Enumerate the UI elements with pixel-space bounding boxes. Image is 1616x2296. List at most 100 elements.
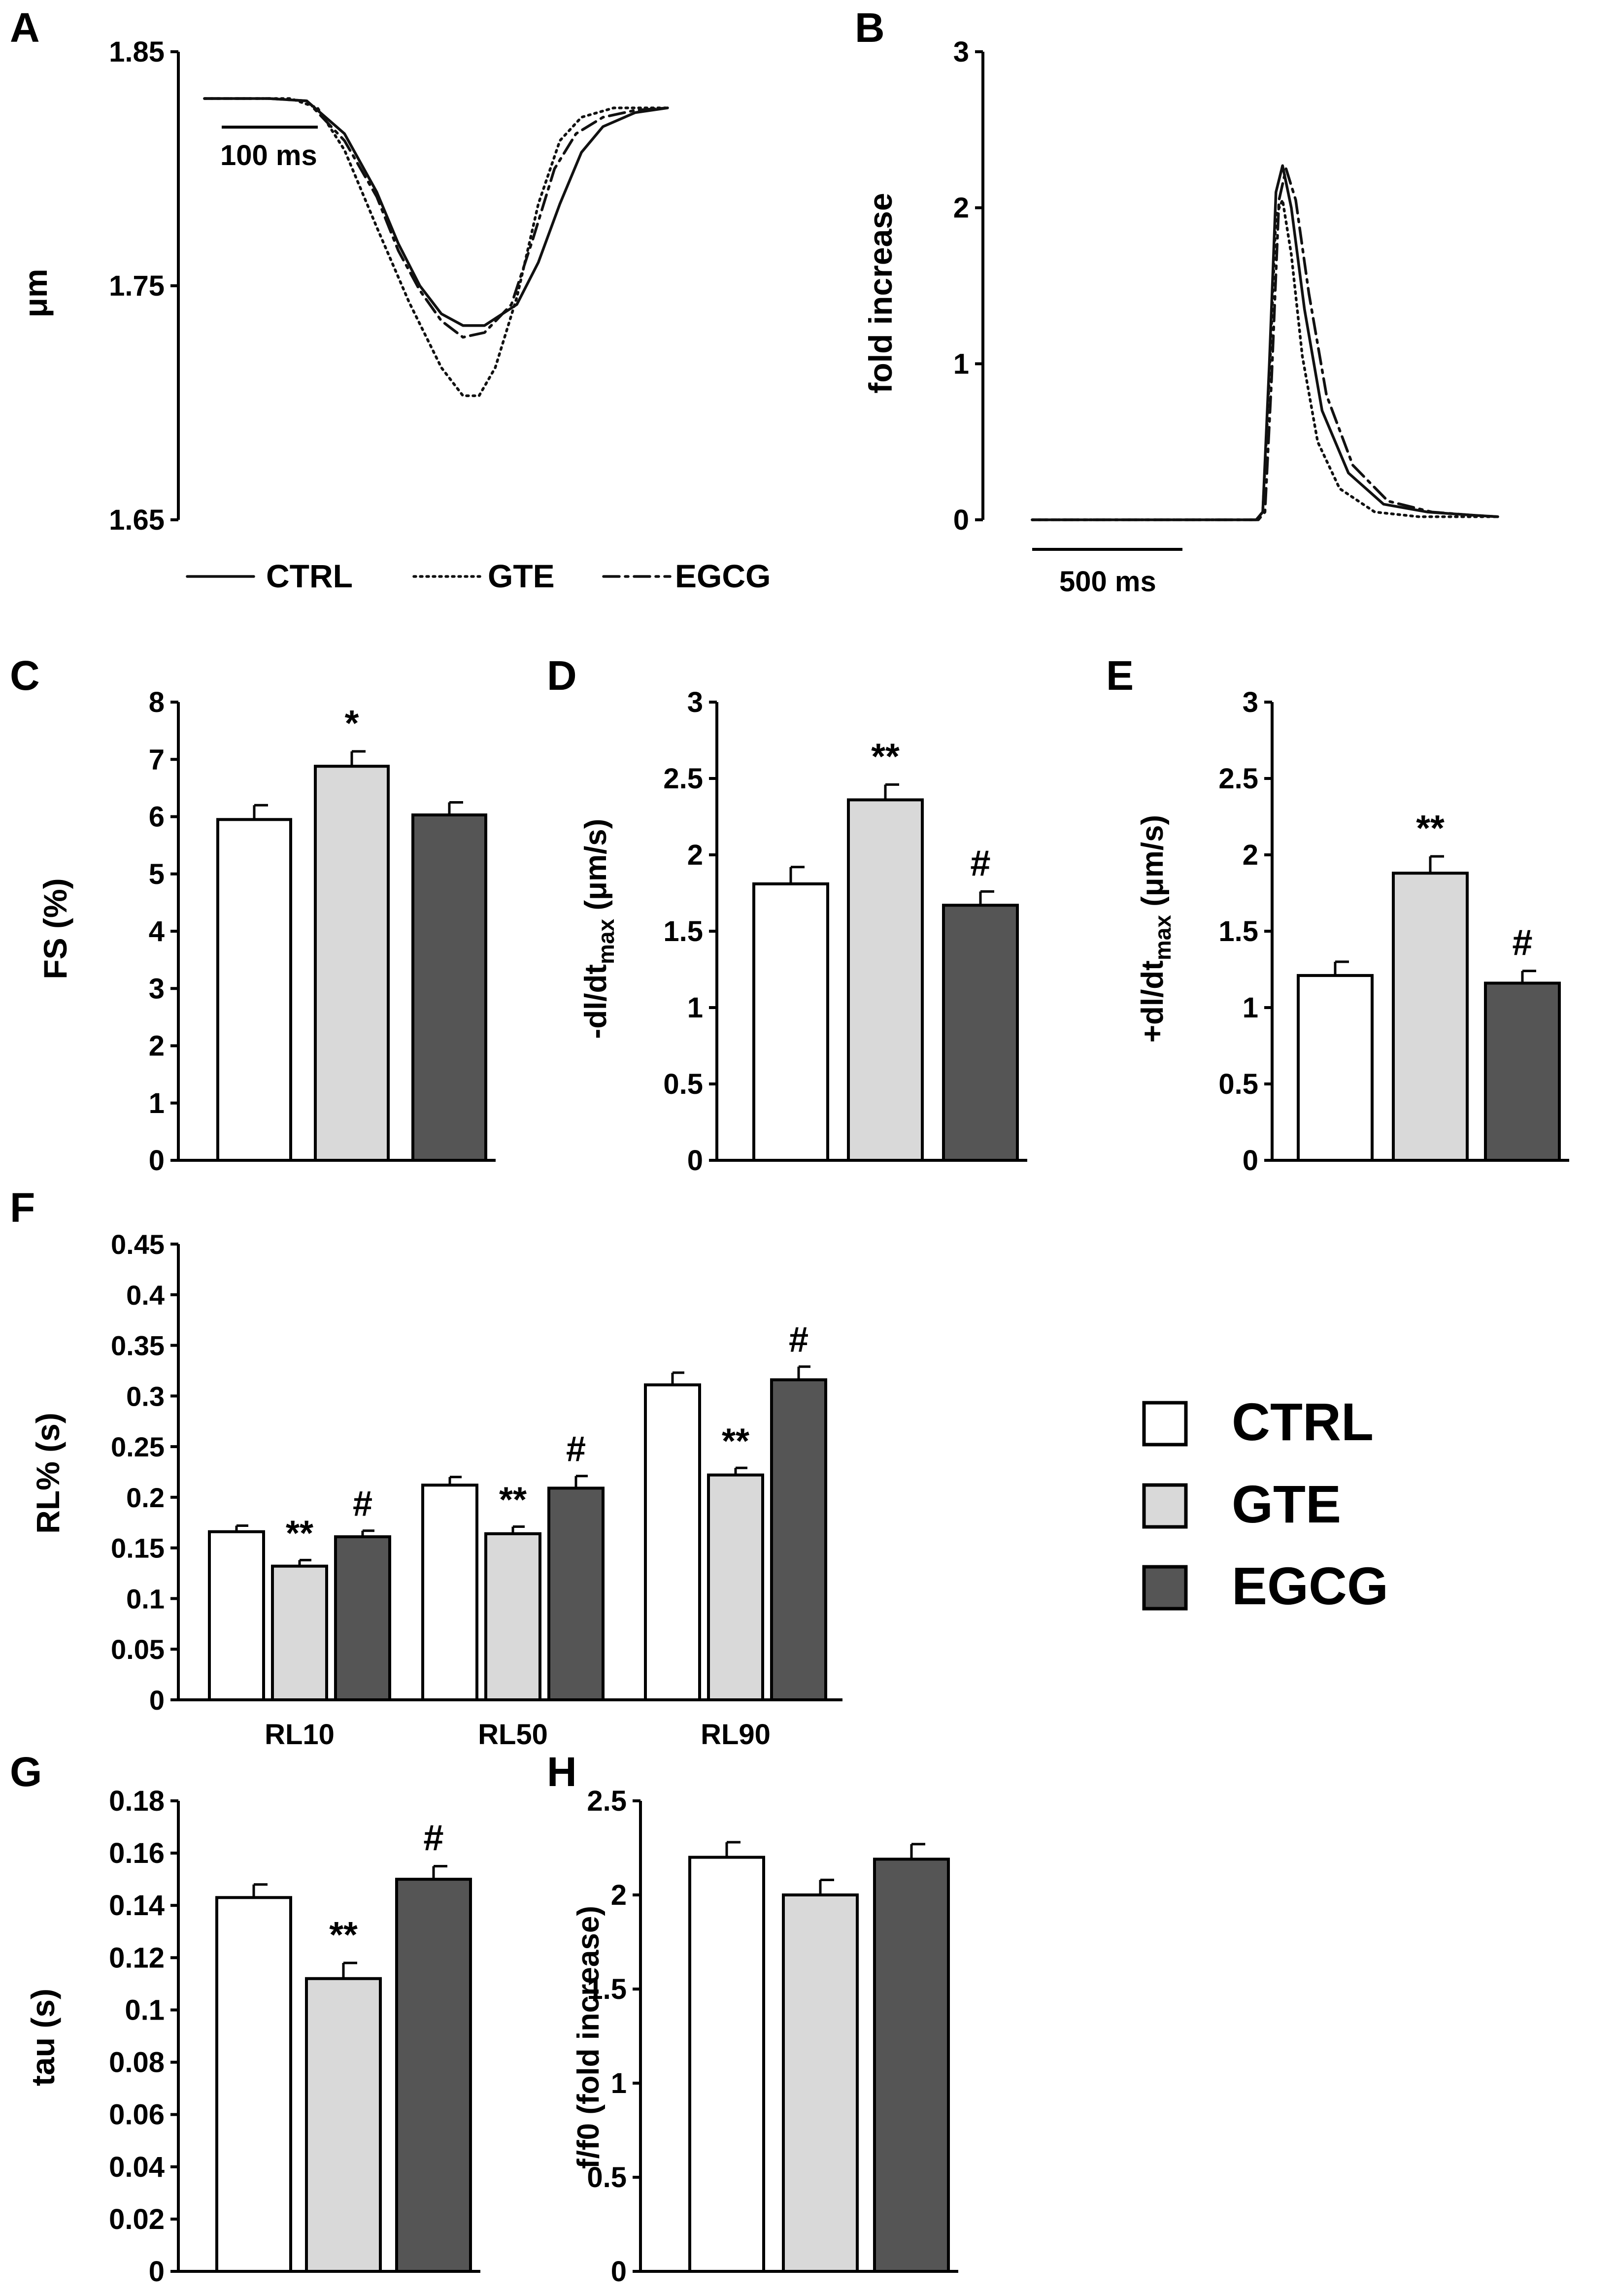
panel-d: D 0 0.5 1 1.5 2 2.5 3 -dl/dtmax (μm/s) ** # — [547, 652, 1027, 1177]
y-tick-label: 1 — [953, 348, 969, 380]
bar-gte — [1392, 872, 1469, 1162]
y-tick-label: 0.1 — [125, 1994, 165, 2026]
legend-label-ctrl: CTRL — [266, 558, 353, 594]
y-tick-label: 0.15 — [111, 1533, 165, 1564]
bar-rl50-egcg — [547, 1486, 605, 1702]
y-axis-label: -dl/dtmax (μm/s) — [579, 819, 619, 1039]
y-tick-label: 3 — [953, 36, 969, 68]
y-tick-label: 5 — [149, 858, 165, 890]
bar-rl50-gte — [484, 1532, 541, 1702]
bar-gte — [847, 798, 924, 1162]
trace-ctrl — [1031, 164, 1499, 521]
chart-layer: A 1.85 1.75 1.65 μm 100 ms CTRL GTE EGCG B 3 2 1 0 fol… — [10, 4, 1569, 2288]
y-label-units: (μm/s) — [1136, 815, 1170, 915]
trace-egcg — [203, 97, 669, 339]
y-tick-label: 2 — [953, 192, 969, 224]
panel-c: C 0 1 2 3 4 5 6 7 8 FS (%) * — [10, 652, 496, 1177]
y-tick-label: 0.4 — [126, 1280, 165, 1311]
bar-egcg — [942, 904, 1019, 1162]
y-tick-label: 0 — [149, 1685, 165, 1716]
y-tick-label: 2.5 — [1218, 763, 1258, 795]
y-tick-label: 1.5 — [663, 915, 703, 947]
panel-letter-f: F — [10, 1184, 35, 1231]
y-tick-label: 8 — [149, 686, 165, 718]
legend-label-gte: GTE — [1232, 1474, 1341, 1534]
bar-ctrl — [752, 882, 829, 1162]
bar-rl10-egcg — [334, 1535, 391, 1702]
y-tick-label: 1.65 — [109, 504, 165, 536]
significance-egcg: # — [789, 1320, 808, 1360]
x-tick-label-rl50: RL50 — [478, 1719, 548, 1751]
y-tick-label: 0.5 — [1218, 1068, 1258, 1100]
y-axis-label: FS (%) — [37, 878, 73, 979]
legend-label-ctrl: CTRL — [1232, 1392, 1374, 1452]
y-tick-label: 1.5 — [587, 1973, 627, 2005]
y-tick-label: 2.5 — [663, 763, 703, 795]
bar-gte — [314, 765, 390, 1162]
trace-egcg — [1031, 167, 1499, 521]
bar-ctrl — [688, 1856, 765, 2273]
significance-gte: ** — [329, 1914, 358, 1955]
y-tick-label: 1 — [1243, 992, 1258, 1024]
y-tick-label: 0.02 — [109, 2203, 165, 2235]
bar-gte — [782, 1893, 859, 2273]
scale-bar-label: 100 ms — [220, 139, 317, 171]
y-tick-label: 0.04 — [109, 2151, 165, 2183]
bar-rl50-ctrl — [421, 1484, 478, 1701]
legend-label-gte: GTE — [488, 558, 555, 594]
y-tick-label: 0 — [149, 1145, 165, 1177]
bar-egcg — [873, 1857, 950, 2273]
y-tick-label: 0.14 — [109, 1890, 165, 1922]
y-tick-label: 0.08 — [109, 2047, 165, 2079]
bar-rl10-ctrl — [208, 1530, 265, 1702]
panel-letter-c: C — [10, 652, 40, 699]
significance-egcg: # — [566, 1430, 586, 1469]
y-label-main: -dl/dt — [579, 964, 613, 1039]
legend-label-egcg: EGCG — [675, 558, 771, 594]
y-tick-label: 2 — [611, 1879, 627, 1911]
y-tick-label: 0.2 — [126, 1482, 165, 1513]
significance-gte: ** — [722, 1421, 749, 1461]
y-axis-label: f/f0 (fold increase) — [572, 1906, 606, 2169]
y-tick-label: 6 — [149, 801, 165, 833]
y-axis-label: RL% (s) — [30, 1413, 66, 1534]
y-tick-label: 0.5 — [587, 2161, 627, 2194]
scale-bar-label: 500 ms — [1059, 566, 1156, 598]
y-axis-label: fold increase — [862, 193, 899, 393]
y-tick-label: 0 — [953, 504, 969, 536]
y-tick-label: 0 — [1243, 1145, 1258, 1177]
panel-g: G 0 0.02 0.04 0.06 0.08 0.1 0.12 0.14 0.16 0.18 tau… — [10, 1749, 480, 2288]
significance-gte: ** — [871, 736, 900, 777]
y-tick-label: 1.75 — [109, 270, 165, 302]
x-tick-label-rl10: RL10 — [265, 1719, 335, 1751]
y-axis-label: tau (s) — [25, 1989, 61, 2086]
y-tick-label: 0.25 — [111, 1431, 165, 1462]
y-tick-label: 0.35 — [111, 1330, 165, 1361]
significance-gte: ** — [499, 1481, 527, 1520]
y-tick-label: 3 — [149, 973, 165, 1005]
y-tick-label: 0.06 — [109, 2099, 165, 2131]
y-tick-label: 0.16 — [109, 1837, 165, 1869]
y-tick-label: 1.5 — [1218, 915, 1258, 947]
panel-letter-g: G — [10, 1749, 42, 1795]
y-tick-label: 0.05 — [111, 1634, 165, 1665]
panel-e: E 0 0.5 1 1.5 2 2.5 3 +dl/dtmax (μm/s) ** # — [1106, 652, 1569, 1177]
legend-swatch-ctrl — [1142, 1401, 1188, 1447]
y-tick-label: 0.3 — [126, 1381, 165, 1412]
y-tick-label: 1.85 — [109, 36, 165, 68]
y-tick-label: 2.5 — [587, 1785, 627, 1817]
significance-egcg: # — [1512, 922, 1532, 963]
legend-swatch-gte — [1142, 1483, 1188, 1529]
y-tick-label: 7 — [149, 743, 165, 776]
panel-f: F 0 0.05 0.1 0.15 0.2 0.25 0.3 0.35 0.4 0.45 RL% (s… — [10, 1184, 842, 1751]
y-label-main: +dl/dt — [1136, 960, 1170, 1043]
y-tick-label: 0 — [687, 1145, 703, 1177]
significance-egcg: # — [353, 1485, 372, 1524]
y-tick-label: 2 — [1243, 839, 1258, 871]
legend-label-egcg: EGCG — [1232, 1556, 1388, 1616]
trace-ctrl — [203, 97, 669, 327]
bar-egcg — [395, 1878, 472, 2273]
y-tick-label: 1 — [611, 2067, 627, 2099]
trace-gte — [1031, 199, 1499, 521]
significance-gte: * — [345, 703, 359, 743]
